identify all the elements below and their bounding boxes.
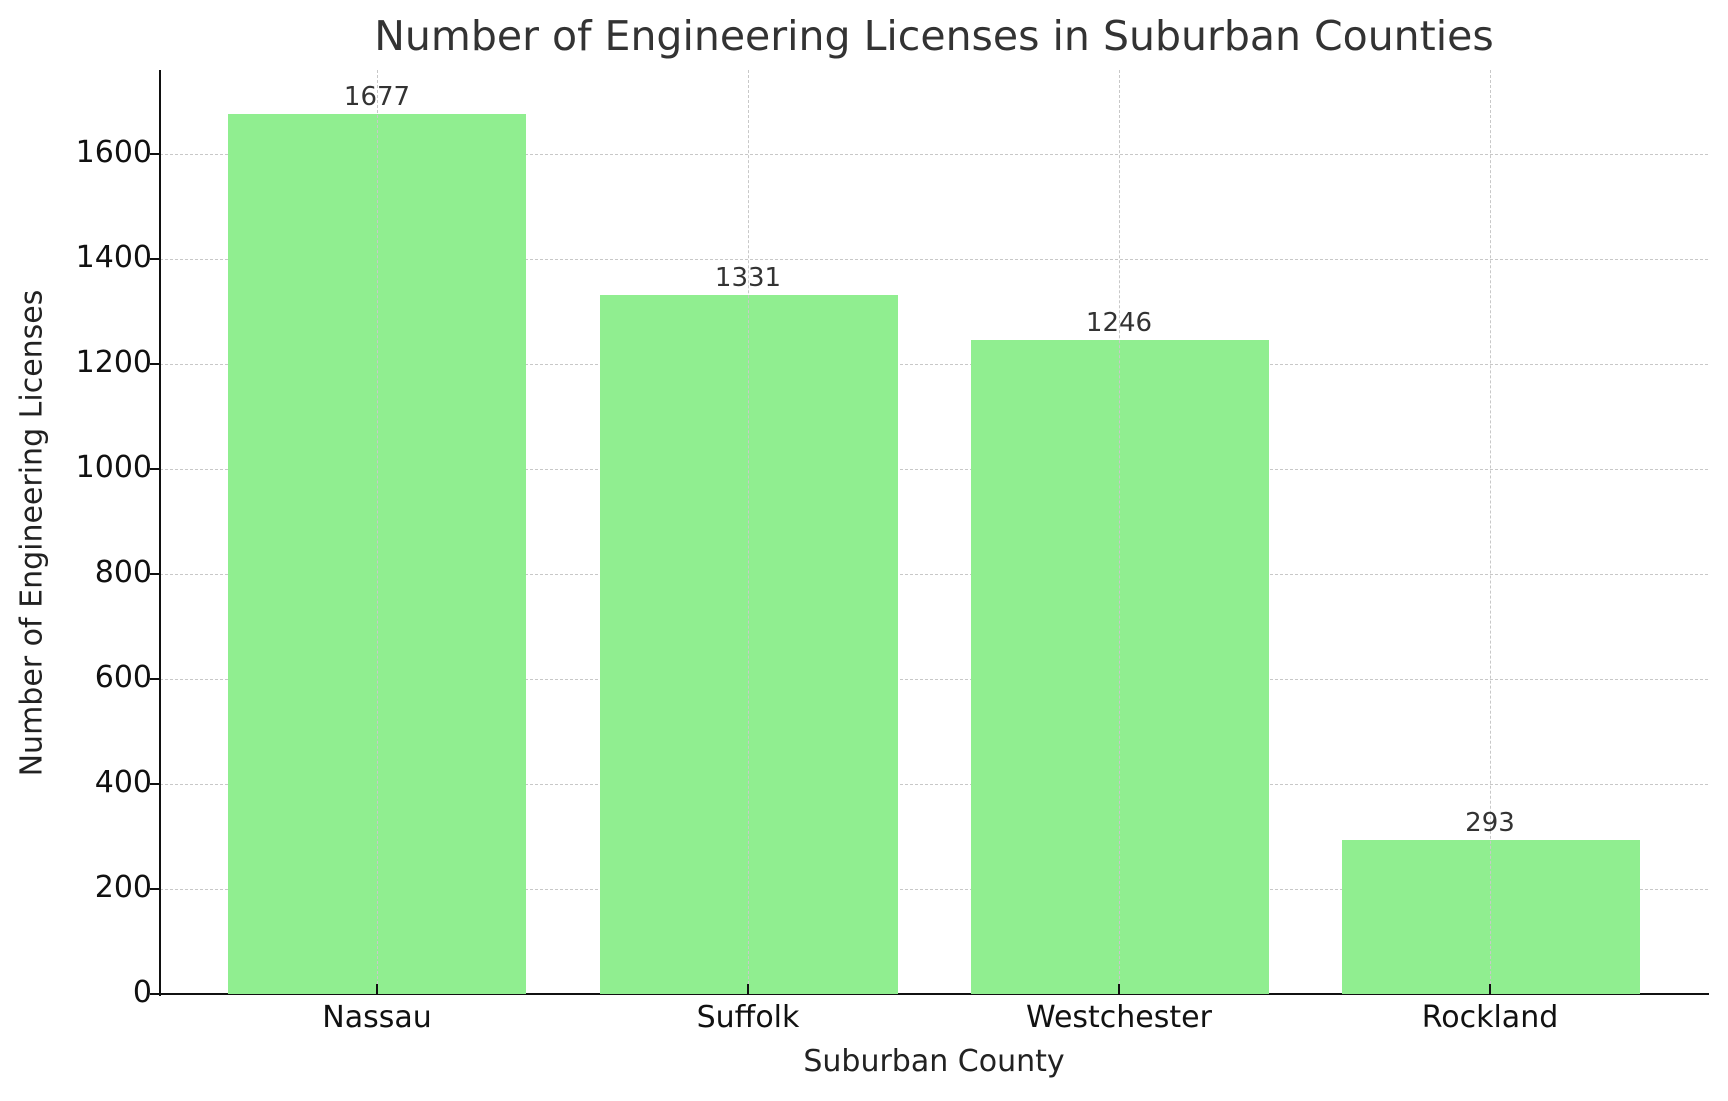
x-axis-line xyxy=(159,993,1709,995)
chart-title: Number of Engineering Licenses in Suburb… xyxy=(374,12,1494,60)
x-axis-label: Suburban County xyxy=(803,1044,1065,1079)
gridline-x-suffolk xyxy=(748,70,749,994)
bar-value-label: 293 xyxy=(1465,808,1515,838)
y-tick-label: 800 xyxy=(94,555,152,590)
bar-westchester xyxy=(971,340,1269,994)
x-tick-label-suffolk: Suffolk xyxy=(696,1000,800,1035)
y-tick xyxy=(150,363,160,365)
y-tick xyxy=(150,888,160,890)
x-tick-label-rockland: Rockland xyxy=(1421,1000,1559,1035)
y-tick-label: 1200 xyxy=(75,345,152,380)
gridline-y-600 xyxy=(160,679,1708,680)
y-axis-label: Number of Engineering Licenses xyxy=(14,289,50,777)
bar-value-label: 1677 xyxy=(343,82,411,112)
x-tick xyxy=(1118,984,1120,994)
gridline-x-rockland xyxy=(1490,70,1491,994)
y-tick xyxy=(150,153,160,155)
x-tick xyxy=(747,984,749,994)
gridline-y-200 xyxy=(160,889,1708,890)
gridline-y-1600 xyxy=(160,154,1708,155)
x-tick xyxy=(376,984,378,994)
y-tick-label: 1600 xyxy=(75,135,152,170)
gridline-y-800 xyxy=(160,574,1708,575)
x-tick-label-westchester: Westchester xyxy=(1026,1000,1212,1035)
y-tick-label: 0 xyxy=(132,975,152,1010)
y-tick xyxy=(150,783,160,785)
y-tick-label: 200 xyxy=(94,870,152,905)
bar-value-label: 1331 xyxy=(714,263,782,293)
y-tick xyxy=(150,993,160,995)
gridline-y-1200 xyxy=(160,364,1708,365)
y-tick xyxy=(150,573,160,575)
y-axis-line xyxy=(159,70,161,996)
y-tick xyxy=(150,678,160,680)
gridline-x-nassau xyxy=(377,70,378,994)
y-tick xyxy=(150,468,160,470)
x-tick xyxy=(1489,984,1491,994)
bar-value-label: 1246 xyxy=(1085,308,1153,338)
bar-suffolk xyxy=(600,295,898,994)
y-tick-label: 400 xyxy=(94,765,152,800)
gridline-x-westchester xyxy=(1119,70,1120,994)
bar-rockland xyxy=(1342,840,1640,994)
y-tick-label: 1000 xyxy=(75,450,152,485)
y-tick-label: 600 xyxy=(94,660,152,695)
gridline-y-400 xyxy=(160,784,1708,785)
x-tick-label-nassau: Nassau xyxy=(322,1000,432,1035)
y-tick-label: 1400 xyxy=(75,240,152,275)
gridline-y-1400 xyxy=(160,259,1708,260)
y-tick xyxy=(150,258,160,260)
gridline-y-1000 xyxy=(160,469,1708,470)
